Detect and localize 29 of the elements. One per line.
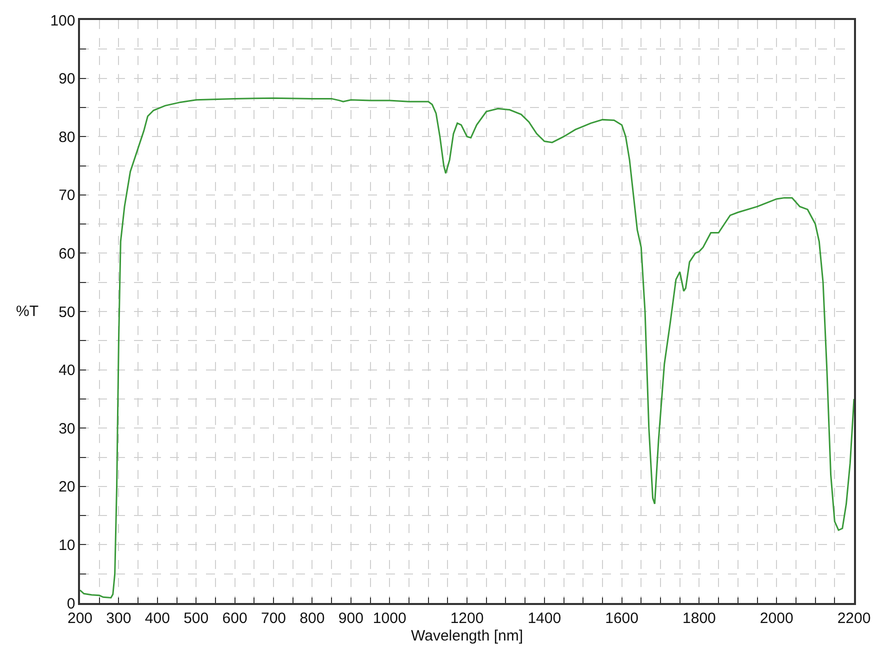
y-tick-label: 20 [58, 478, 76, 496]
x-tick-label: 1600 [605, 610, 638, 627]
y-tick-label: 40 [58, 362, 76, 380]
y-tick-label: 100 [50, 12, 76, 30]
y-tick-label: 90 [58, 70, 76, 88]
line-series [80, 97, 854, 598]
x-tick-label: 800 [300, 610, 325, 627]
y-tick-label: 60 [58, 245, 76, 262]
y-tick-label: 30 [58, 420, 76, 438]
x-tick-label: 300 [106, 610, 132, 627]
y-tick-label: 10 [58, 536, 76, 554]
x-tick-label: 200 [67, 610, 93, 627]
x-tick-label: 400 [144, 610, 170, 627]
x-tick-label: 1400 [528, 610, 562, 627]
x-tick-label: 700 [260, 610, 286, 627]
y-tick-label: 0 [66, 595, 76, 612]
x-axis-title: Wavelength [nm] [411, 627, 523, 644]
x-tick-label: 2200 [837, 610, 871, 627]
y-tick-label: 50 [58, 304, 76, 321]
x-tick-label: 1200 [450, 610, 484, 627]
x-tick-label: 1800 [682, 610, 716, 627]
y-tick-label: 70 [58, 187, 76, 204]
x-tick-label: 1000 [372, 610, 406, 627]
x-tick-label: 600 [222, 610, 248, 627]
x-tick-label: 500 [184, 610, 209, 627]
y-axis-title: %T [16, 303, 38, 320]
y-tick-label: 80 [58, 128, 76, 146]
x-tick-label: 2000 [760, 610, 794, 627]
x-tick-label: 900 [338, 610, 364, 627]
